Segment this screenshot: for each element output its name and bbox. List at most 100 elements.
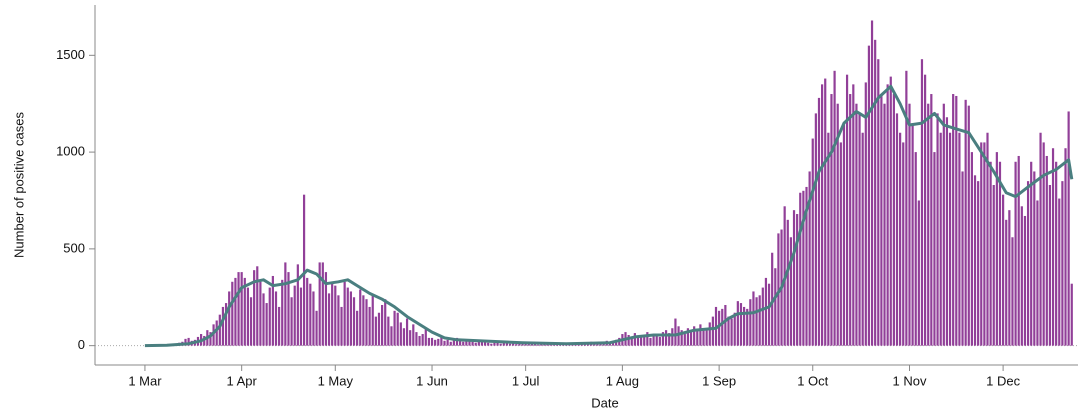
bar [359,289,362,346]
bar [405,318,409,346]
bar [855,103,858,346]
x-tick-label: 1 Mar [128,373,162,388]
bar [786,219,789,346]
bar [331,283,334,346]
bar [256,266,259,346]
bar [877,59,880,346]
bar [721,308,724,346]
bar [671,328,674,346]
bar [187,337,190,346]
bar [468,340,471,346]
x-tick-label: 1 Nov [893,373,927,388]
bar [774,268,777,346]
bar [371,295,374,346]
bar [1048,185,1052,346]
bar [221,306,225,346]
bar [262,293,265,346]
bar [324,272,328,346]
bar [527,344,530,346]
bar [312,291,315,346]
bar [524,343,527,346]
bar [886,84,889,346]
bar [655,334,658,346]
bar [452,338,455,346]
bar [184,338,187,346]
bar [508,343,512,346]
bar [309,283,312,346]
bar [387,316,390,346]
bar [830,94,833,346]
bar [836,103,839,346]
bar [696,329,699,346]
bar [923,74,927,346]
bar [789,237,793,346]
bar [430,337,434,346]
bar [827,132,830,346]
bar [1026,181,1030,346]
bar [293,285,296,346]
bar [939,132,942,346]
bar [777,233,780,346]
bar [917,200,920,346]
bar [664,330,668,346]
x-tick-label: 1 Jun [416,373,448,388]
bar [986,132,989,346]
bar [677,326,680,346]
bar [814,113,817,346]
bar [683,334,686,346]
bar [792,210,796,346]
bar [352,297,356,346]
x-tick-label: 1 Aug [606,373,639,388]
bar [736,301,739,346]
bar [983,142,986,346]
bar [465,339,468,346]
bar [296,264,299,346]
bar [636,335,640,346]
bar [733,312,736,346]
bar [1055,161,1058,346]
bar [758,295,761,346]
bar [845,74,849,346]
bar [643,335,646,346]
bar [421,334,424,346]
bar [839,142,842,346]
bar [724,305,727,346]
bar [462,341,465,346]
bar [908,103,911,346]
bar [640,336,643,346]
bar [284,262,287,346]
bar [246,287,250,346]
bar [668,333,671,346]
bar [474,342,477,346]
bar [802,190,805,346]
bar [945,117,949,346]
bar [796,214,799,346]
bar [849,94,852,346]
y-tick-label: 1500 [56,47,85,62]
bar [365,299,368,346]
bar [1058,198,1061,346]
bar [948,132,952,346]
bar [496,341,499,346]
bar [864,82,867,346]
bar [764,277,768,346]
bar [870,20,874,346]
bar [714,306,718,346]
bar [499,343,502,346]
bar [1067,111,1070,346]
bar [718,310,721,346]
bar [384,299,387,346]
bar [327,293,331,346]
bar [883,103,886,346]
bar [409,330,412,346]
bar [1070,283,1073,346]
bar [680,330,683,346]
bar [1036,200,1039,346]
bar [380,305,384,346]
bar [268,287,271,346]
bar [889,76,892,346]
bar [767,283,771,346]
bar [821,84,824,346]
